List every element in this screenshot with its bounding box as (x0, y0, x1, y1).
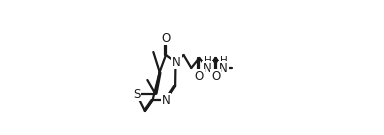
Text: N: N (162, 94, 170, 107)
Text: N: N (172, 55, 181, 68)
Text: H: H (204, 56, 211, 66)
Text: H: H (220, 56, 227, 66)
Text: N: N (219, 62, 228, 75)
Text: O: O (161, 31, 170, 45)
Text: S: S (133, 87, 140, 100)
Text: O: O (195, 70, 204, 82)
Text: O: O (211, 70, 220, 82)
Text: N: N (203, 62, 212, 75)
